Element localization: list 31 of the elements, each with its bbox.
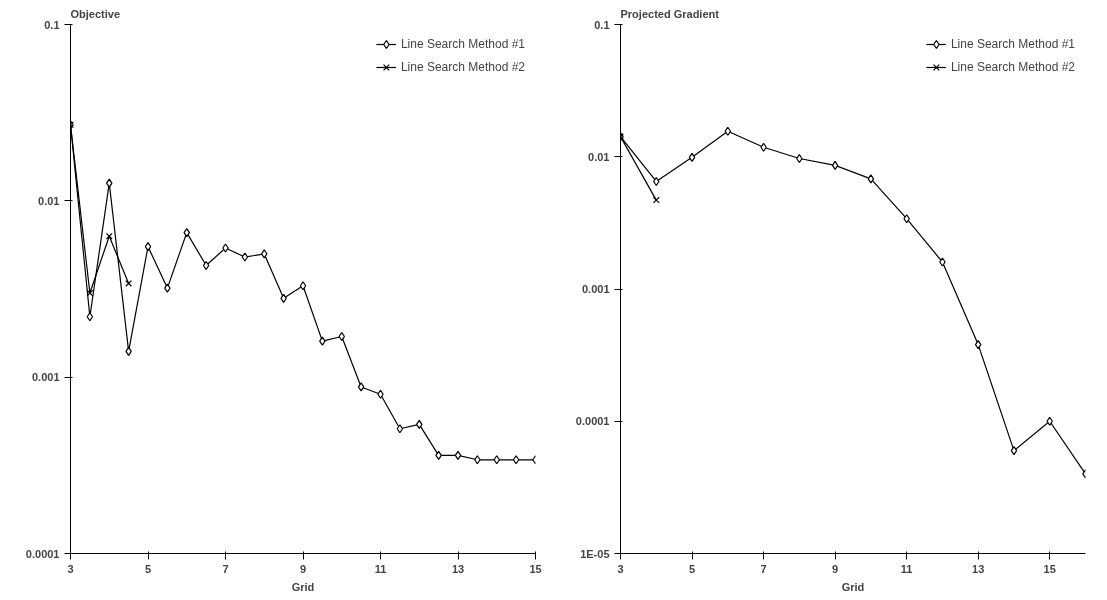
y-tick-label: 0.0001 bbox=[25, 547, 60, 560]
y-tick-label: 0.001 bbox=[31, 371, 60, 384]
legend-label: Line Search Method #1 bbox=[950, 37, 1075, 51]
x-tick-label: 9 bbox=[832, 562, 839, 575]
y-tick-label: 0.001 bbox=[581, 283, 610, 295]
x-axis-title: Grid bbox=[841, 580, 865, 593]
chart-title: Objective bbox=[70, 7, 121, 20]
legend-label: Line Search Method #2 bbox=[400, 60, 525, 74]
x-tick-label: 11 bbox=[374, 562, 387, 575]
legend-label: Line Search Method #1 bbox=[400, 37, 525, 51]
y-tick-label: 0.1 bbox=[44, 18, 60, 31]
x-tick-label: 5 bbox=[144, 562, 152, 575]
y-tick-label: 1E-05 bbox=[580, 547, 610, 560]
x-tick-label: 7 bbox=[222, 562, 229, 575]
chart-title: Projected Gradient bbox=[620, 7, 720, 20]
x-tick-label: 3 bbox=[67, 562, 74, 575]
x-axis-title: Grid bbox=[291, 580, 315, 593]
legend-label: Line Search Method #2 bbox=[950, 60, 1075, 74]
y-tick-label: 0.01 bbox=[38, 194, 60, 207]
x-tick-label: 13 bbox=[972, 562, 985, 575]
x-tick-label: 11 bbox=[900, 562, 913, 575]
x-tick-label: 3 bbox=[617, 562, 624, 575]
y-tick-label: 0.0001 bbox=[575, 415, 610, 428]
x-tick-label: 7 bbox=[760, 562, 767, 575]
x-tick-label: 15 bbox=[1043, 562, 1056, 575]
x-tick-label: 15 bbox=[529, 562, 542, 575]
x-tick-label: 5 bbox=[688, 562, 696, 575]
y-tick-label: 0.01 bbox=[588, 150, 610, 163]
x-tick-label: 13 bbox=[451, 562, 465, 575]
x-tick-label: 9 bbox=[299, 562, 307, 575]
y-tick-label: 0.1 bbox=[594, 18, 610, 31]
